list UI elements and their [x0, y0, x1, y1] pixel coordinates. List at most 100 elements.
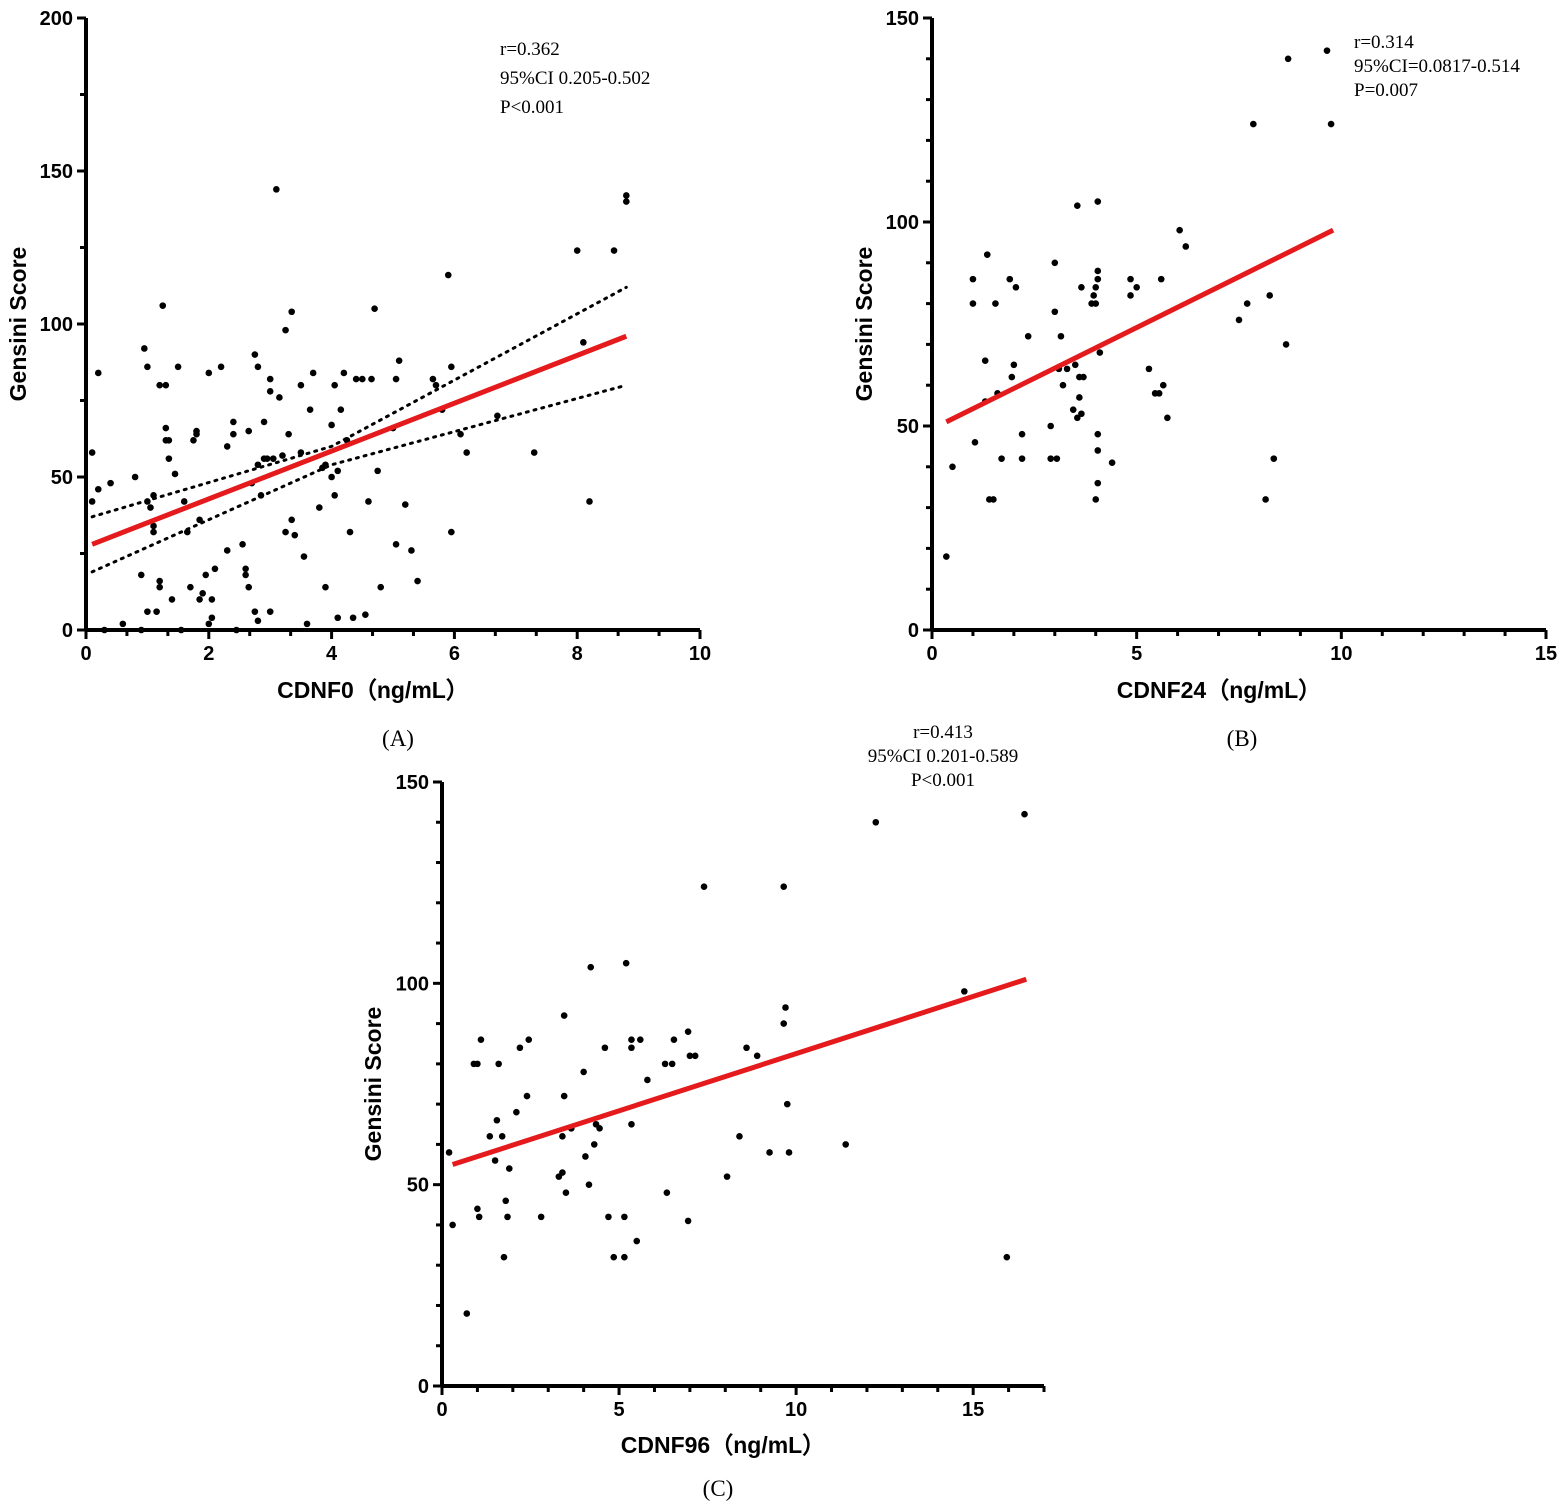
data-point	[505, 1165, 513, 1172]
y-axis-title: Gensini Score	[5, 247, 31, 402]
data-point	[573, 247, 581, 254]
data-point	[368, 375, 375, 383]
y-axis-title: Gensini Score	[851, 247, 877, 402]
data-point	[1059, 381, 1067, 389]
data-point	[266, 388, 274, 395]
data-point	[605, 1213, 612, 1221]
y-tick-label: 50	[51, 467, 73, 489]
y-tick-label: 150	[40, 161, 73, 183]
data-point	[961, 988, 968, 995]
data-point	[1127, 292, 1134, 299]
data-point	[596, 1124, 603, 1132]
data-point	[981, 357, 989, 365]
data-point	[309, 369, 317, 377]
data-point	[1018, 455, 1026, 462]
data-point	[401, 501, 409, 508]
data-point	[700, 883, 708, 890]
data-point	[414, 577, 421, 585]
data-point	[285, 430, 292, 438]
data-point	[288, 308, 295, 316]
data-point	[1327, 120, 1335, 128]
data-point	[842, 1141, 849, 1148]
data-point	[211, 565, 219, 573]
x-axis-title: CDNF24（ng/mL）	[1117, 677, 1321, 703]
data-point	[491, 1157, 499, 1164]
data-point	[346, 528, 354, 536]
data-point	[628, 1036, 635, 1044]
data-point	[177, 626, 185, 634]
data-point	[107, 479, 114, 487]
x-tick-label: 0	[80, 643, 91, 665]
data-point	[408, 547, 415, 554]
data-point	[1006, 275, 1014, 283]
data-point	[1094, 275, 1102, 283]
data-point	[785, 1149, 793, 1156]
y-tick-label: 100	[886, 212, 919, 234]
data-point	[362, 611, 369, 618]
data-point	[1108, 459, 1116, 467]
data-point	[1047, 455, 1055, 462]
data-point	[165, 455, 173, 462]
data-point	[448, 363, 455, 371]
data-point	[1176, 226, 1183, 234]
data-point	[449, 1221, 456, 1229]
data-point	[969, 300, 977, 307]
data-point	[94, 485, 102, 493]
data-point	[306, 406, 314, 413]
data-point	[1094, 267, 1102, 275]
x-tick-label: 2	[203, 643, 214, 665]
data-point	[743, 1044, 750, 1052]
data-point	[171, 470, 179, 478]
stat-annotation: 95%CI=0.0817-0.514	[1354, 56, 1520, 77]
data-point	[1094, 479, 1102, 487]
x-tick-label: 0	[436, 1399, 447, 1421]
data-point	[559, 1133, 566, 1140]
panel-label: (B)	[1227, 726, 1258, 751]
data-point	[269, 455, 277, 462]
data-point	[156, 583, 163, 591]
data-point	[448, 528, 455, 536]
data-point	[477, 1036, 485, 1044]
x-axis-title: CDNF96（ng/mL）	[621, 1432, 825, 1458]
x-axis-title: CDNF0（ng/mL）	[277, 677, 469, 703]
data-point	[1284, 55, 1292, 63]
data-point	[251, 351, 259, 358]
y-axis-title: Gensini Score	[360, 1007, 386, 1162]
data-point	[1159, 381, 1167, 389]
data-point	[242, 565, 249, 573]
y-tick-label: 100	[40, 314, 73, 336]
stat-annotation: P<0.001	[911, 770, 975, 791]
data-point	[279, 452, 286, 459]
data-point	[1047, 422, 1055, 430]
ci-upper-band-line	[90, 285, 628, 519]
data-point	[1243, 300, 1251, 307]
stat-annotation: P<0.001	[500, 97, 564, 118]
data-point	[1012, 283, 1020, 291]
data-point	[582, 1153, 589, 1160]
data-point	[282, 326, 289, 334]
data-point	[223, 443, 231, 450]
data-point	[537, 1213, 545, 1221]
data-point	[474, 1205, 481, 1213]
data-point	[217, 363, 225, 371]
data-point	[623, 192, 630, 199]
data-point	[1010, 361, 1018, 369]
data-point	[94, 369, 102, 377]
data-point	[1092, 300, 1100, 307]
data-point	[316, 504, 323, 511]
data-point	[628, 1120, 635, 1128]
ci-lower-band-line	[90, 383, 628, 574]
x-tick-label: 10	[1330, 643, 1352, 665]
data-point	[196, 516, 203, 524]
data-point	[623, 198, 630, 205]
data-point	[560, 1092, 568, 1100]
data-point	[291, 531, 299, 539]
data-point	[525, 1036, 533, 1044]
data-point	[998, 455, 1005, 462]
data-point	[872, 818, 880, 826]
data-point	[153, 608, 160, 615]
